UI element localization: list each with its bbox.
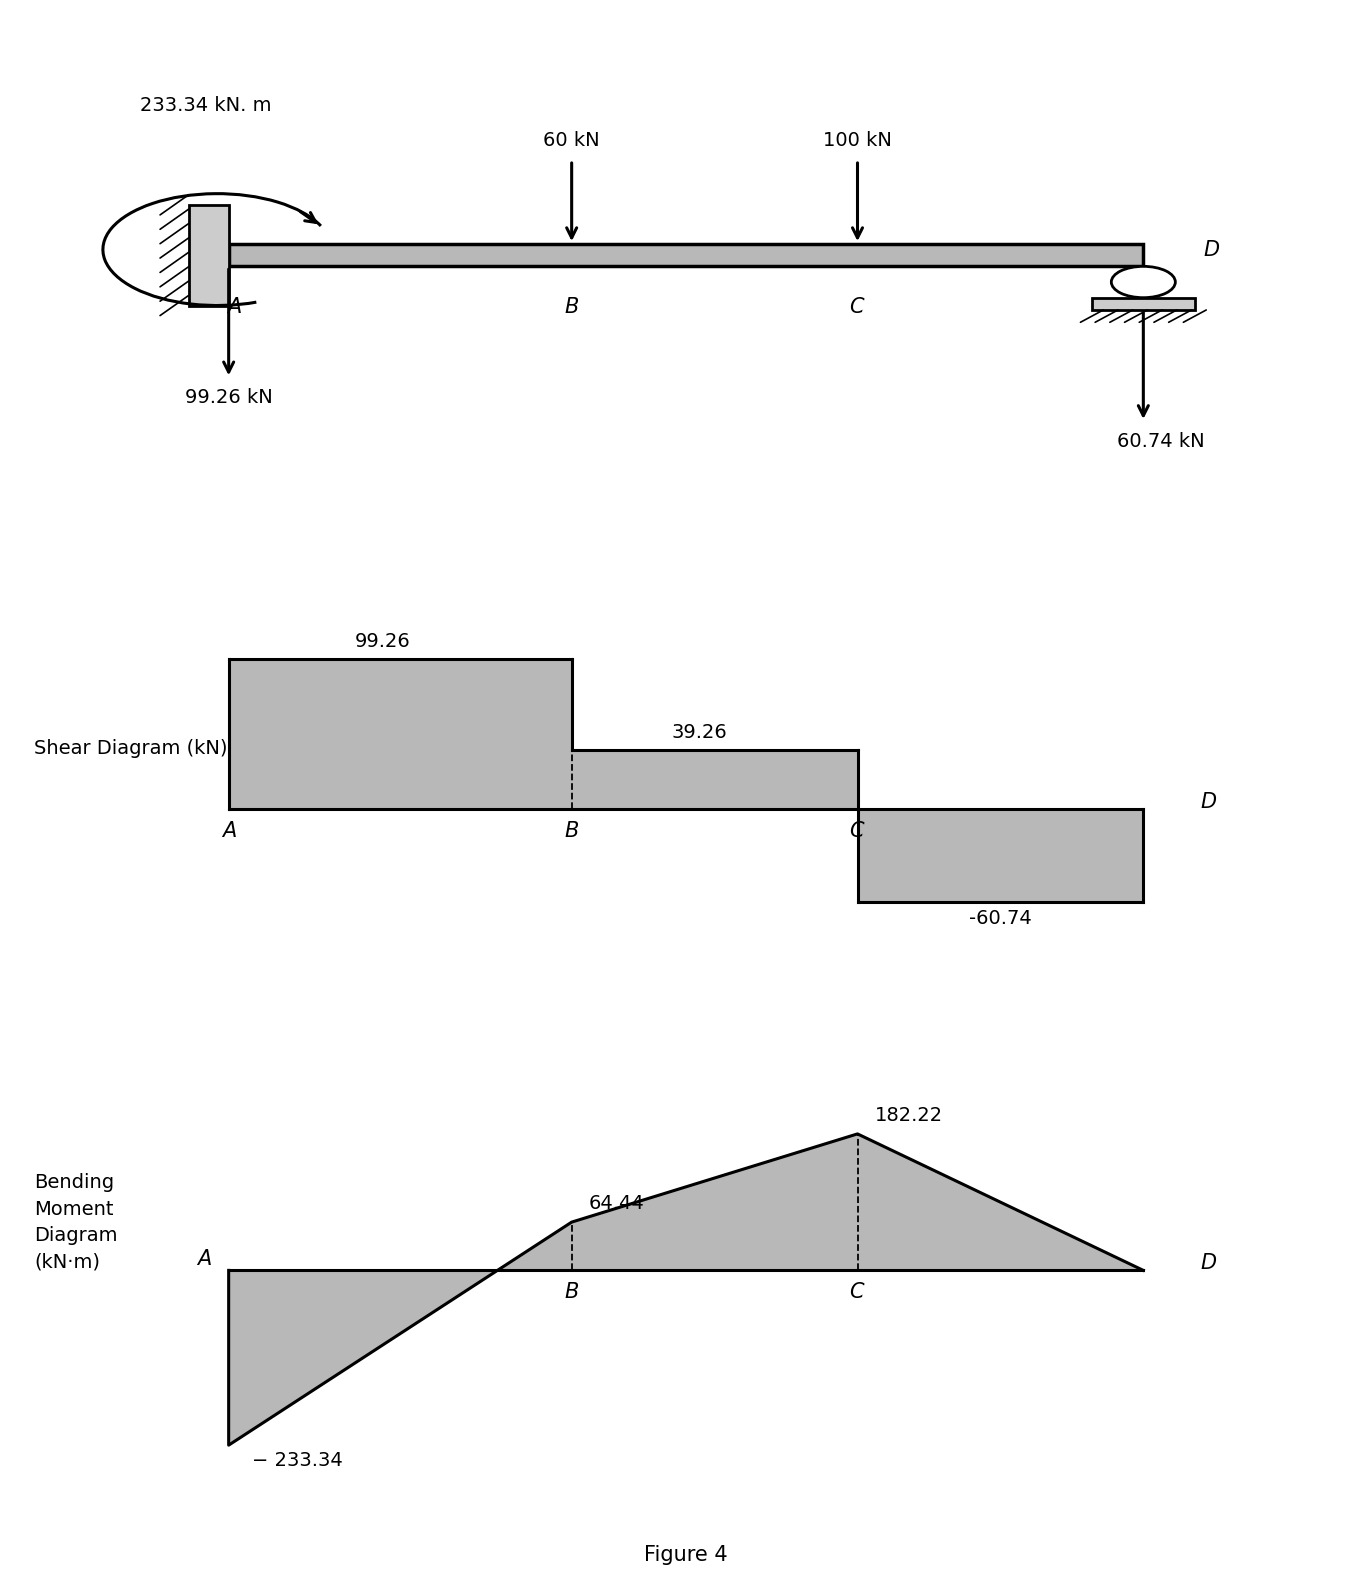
- Text: $C$: $C$: [849, 1282, 866, 1301]
- Text: Shear Diagram (kN): Shear Diagram (kN): [34, 739, 228, 758]
- Polygon shape: [229, 659, 572, 809]
- Text: − 233.34: − 233.34: [251, 1452, 342, 1471]
- Text: $A$: $A$: [226, 297, 243, 318]
- Polygon shape: [229, 1134, 1143, 1446]
- Polygon shape: [858, 809, 1143, 901]
- Text: $B$: $B$: [564, 1282, 579, 1301]
- Text: $C$: $C$: [849, 821, 866, 842]
- Text: $D$: $D$: [1200, 791, 1217, 812]
- Polygon shape: [572, 750, 858, 809]
- Text: $B$: $B$: [564, 297, 579, 318]
- Text: Bending
Moment
Diagram
(kN·m): Bending Moment Diagram (kN·m): [34, 1173, 118, 1271]
- Text: Figure 4: Figure 4: [645, 1545, 727, 1565]
- Text: 100 kN: 100 kN: [823, 131, 892, 149]
- Text: $A$: $A$: [196, 1249, 211, 1269]
- Text: $D$: $D$: [1200, 1252, 1217, 1273]
- Text: 99.26: 99.26: [355, 632, 410, 651]
- Text: $A$: $A$: [221, 821, 236, 842]
- Text: 233.34 kN. m: 233.34 kN. m: [140, 96, 272, 115]
- Text: 60.74 kN: 60.74 kN: [1117, 433, 1205, 451]
- Bar: [229, 244, 1143, 266]
- Text: $B$: $B$: [564, 821, 579, 842]
- Text: 182.22: 182.22: [875, 1106, 943, 1125]
- Text: 64.44: 64.44: [589, 1194, 645, 1213]
- Bar: [1092, 297, 1195, 310]
- Text: $C$: $C$: [849, 297, 866, 318]
- Text: 60 kN: 60 kN: [543, 131, 600, 149]
- Text: -60.74: -60.74: [969, 909, 1032, 928]
- Text: 39.26: 39.26: [672, 724, 727, 742]
- Text: $D$: $D$: [1203, 239, 1221, 260]
- Text: 99.26 kN: 99.26 kN: [185, 389, 273, 407]
- Circle shape: [1111, 266, 1176, 297]
- Bar: [188, 204, 229, 305]
